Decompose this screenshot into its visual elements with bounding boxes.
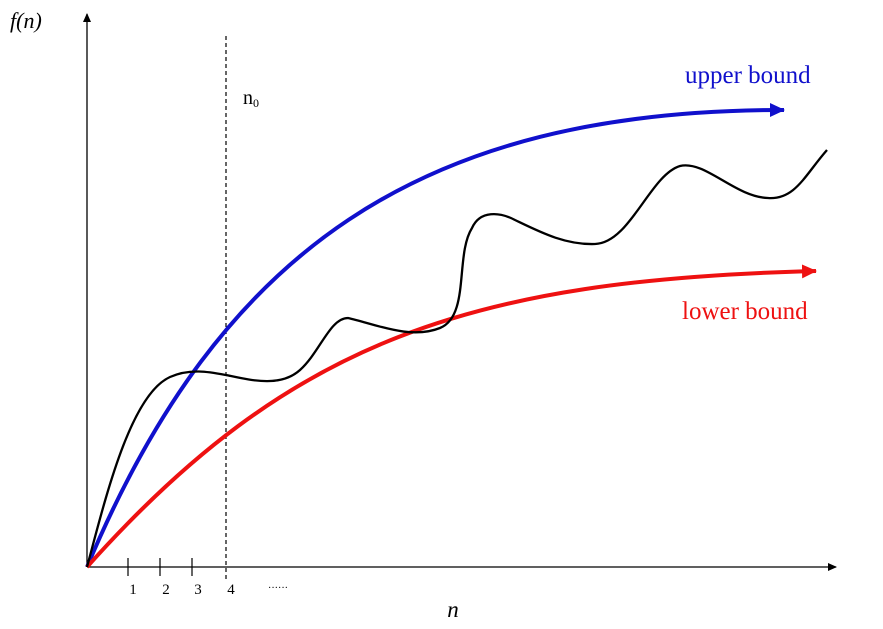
threshold-label-main: n bbox=[243, 87, 253, 109]
lower-bound-curve bbox=[85, 264, 817, 569]
x-tick-label-3: 3 bbox=[194, 582, 202, 598]
x-tick-label-4: 4 bbox=[227, 582, 235, 598]
y-axis-label-arg: (n) bbox=[16, 8, 42, 33]
y-axis-label-func: f bbox=[10, 8, 19, 33]
x-tick-label-2: 2 bbox=[162, 582, 170, 598]
upper-bound-label: upper bound bbox=[685, 62, 811, 89]
upper-bound-curve bbox=[85, 103, 785, 568]
x-axis-label: n bbox=[447, 597, 459, 622]
threshold-label: n0 bbox=[243, 87, 259, 110]
threshold-label-sub: 0 bbox=[253, 96, 259, 110]
y-axis-label: f(n) bbox=[10, 8, 42, 33]
lower-bound-label: lower bound bbox=[682, 298, 808, 325]
x-tick-label-1: 1 bbox=[129, 582, 137, 598]
function-curve bbox=[85, 149, 828, 568]
x-tick-ellipsis: ······ bbox=[268, 583, 288, 594]
